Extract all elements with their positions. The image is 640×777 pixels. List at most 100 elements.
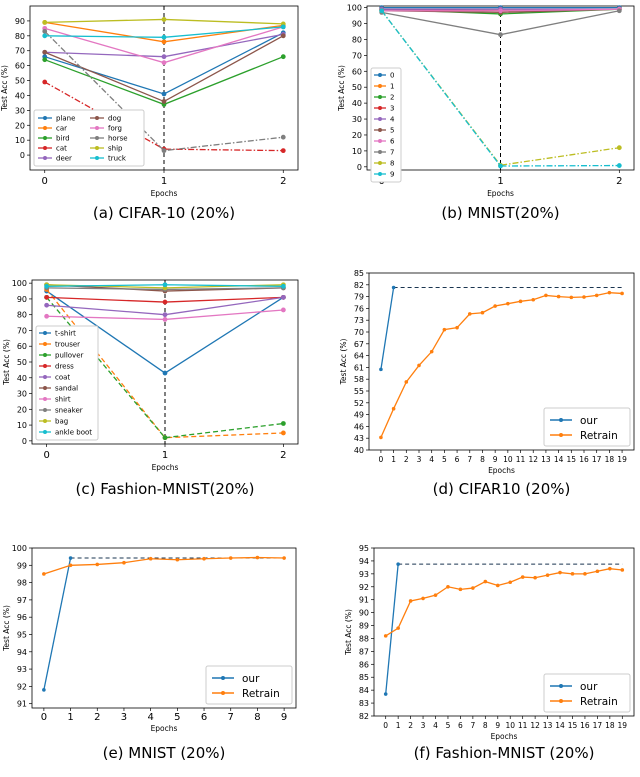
- legend-marker: [221, 691, 225, 695]
- data-point-Retrain: [417, 363, 421, 368]
- x-tick-label: 17: [592, 455, 602, 464]
- x-tick-label: 7: [228, 712, 234, 723]
- data-point-forg: [161, 60, 167, 66]
- x-tick-label: 19: [617, 455, 627, 464]
- figure-caption: (e) MNIST (20%): [103, 744, 226, 762]
- x-tick-label: 1: [391, 455, 396, 464]
- y-tick-label: 49: [354, 411, 364, 420]
- figure-caption: (f) Fashion-MNIST (20%): [414, 744, 595, 762]
- x-tick-label: 13: [543, 721, 553, 730]
- legend-marker: [95, 126, 99, 130]
- legend-marker: [43, 353, 47, 357]
- data-point-8: [616, 145, 622, 151]
- data-point-dog: [42, 49, 48, 55]
- data-point-Retrain: [442, 327, 447, 332]
- y-tick-label: 86: [359, 660, 369, 669]
- legend-marker: [43, 126, 47, 130]
- x-tick-label: 12: [530, 721, 540, 730]
- legend-label: cat: [56, 145, 67, 153]
- y-tick-label: 80: [15, 32, 25, 41]
- legend-label: horse: [108, 135, 128, 143]
- data-point-our: [379, 367, 383, 372]
- x-tick-label: 0: [383, 721, 388, 730]
- legend-label: dog: [108, 115, 121, 123]
- legend-marker: [43, 419, 47, 423]
- y-tick-label: 60: [15, 62, 25, 71]
- y-tick-label: 30: [15, 106, 25, 115]
- y-tick-label: 94: [17, 648, 27, 657]
- legend-label: coat: [55, 374, 70, 382]
- data-point-ankle-boot: [162, 282, 168, 288]
- y-tick-label: 50: [352, 83, 362, 92]
- data-point-our: [383, 692, 388, 696]
- y-tick-label: 90: [352, 20, 362, 29]
- legend-label: 2: [390, 94, 394, 102]
- y-tick-label: 82: [359, 712, 369, 721]
- y-axis-label: Test Acc (%): [337, 65, 346, 112]
- data-point-horse: [280, 134, 286, 140]
- series-line-Retrain: [385, 568, 623, 637]
- y-tick-label: 98: [17, 579, 27, 588]
- y-tick-label: 55: [354, 387, 364, 396]
- legend-label: shirt: [55, 396, 71, 404]
- legend-marker: [43, 156, 47, 160]
- figure-caption: (c) Fashion-MNIST(20%): [75, 480, 254, 498]
- x-tick-label: 0: [42, 176, 48, 187]
- x-tick-label: 2: [616, 176, 622, 187]
- x-tick-label: 2: [404, 455, 409, 464]
- data-point-Retrain: [95, 562, 100, 567]
- x-tick-label: 6: [455, 455, 460, 464]
- legend-marker: [95, 136, 99, 140]
- legend-label: 7: [390, 149, 394, 157]
- x-axis-label: Epochs: [488, 466, 515, 475]
- plot-frame: [368, 272, 635, 451]
- y-tick-label: 83: [359, 699, 369, 708]
- series-line-Retrain: [43, 556, 285, 575]
- x-tick-label: 15: [568, 721, 578, 730]
- x-tick-label: 2: [408, 721, 413, 730]
- legend-marker: [95, 116, 99, 120]
- x-tick-label: 14: [554, 455, 564, 464]
- x-tick-label: 9: [281, 712, 287, 723]
- data-point-horse: [42, 28, 48, 34]
- data-point-Retrain: [458, 587, 463, 592]
- data-point-Retrain: [608, 566, 612, 571]
- y-tick-label: 60: [17, 342, 27, 351]
- y-tick-label: 61: [354, 363, 364, 372]
- x-tick-label: 11: [516, 455, 526, 464]
- x-tick-label: 10: [505, 721, 515, 730]
- x-tick-label: 7: [470, 721, 475, 730]
- series-line-our: [385, 564, 399, 695]
- figure-caption: (b) MNIST(20%): [441, 204, 559, 222]
- legend-marker: [378, 95, 382, 99]
- x-axis-label: Epochs: [152, 463, 179, 472]
- x-tick-label: 4: [433, 721, 438, 730]
- x-tick-label: 16: [579, 455, 589, 464]
- legend-label: trouser: [55, 341, 80, 349]
- data-point-Retrain: [467, 312, 472, 316]
- data-point-Retrain: [582, 295, 586, 299]
- x-tick-label: 8: [254, 712, 260, 723]
- data-point-Retrain: [421, 596, 425, 601]
- panel-mnist-per-class: 0 10 20 30 40 50 60 70 80 90 100 0 1 2 Epochs Test Acc …: [337, 4, 635, 222]
- y-axis-label: Test Acc (%): [2, 605, 11, 652]
- legend-label: sandal: [55, 385, 78, 393]
- y-tick-label: 93: [359, 570, 369, 579]
- x-tick-label: 4: [429, 455, 434, 464]
- legend-label: ship: [108, 145, 123, 153]
- plot-frame: [31, 547, 297, 709]
- legend-label: plane: [56, 115, 75, 123]
- data-point-Retrain: [569, 295, 574, 300]
- data-point-truck: [280, 24, 286, 30]
- data-point-cat: [280, 148, 286, 154]
- data-point-Retrain: [533, 575, 537, 580]
- data-point-Retrain: [122, 560, 126, 565]
- x-tick-label: 2: [94, 712, 100, 723]
- legend-marker: [378, 161, 382, 165]
- y-tick-label: 84: [359, 686, 369, 695]
- y-tick-label: 73: [354, 316, 364, 325]
- data-point-Retrain: [531, 297, 536, 302]
- y-tick-label: 76: [354, 304, 364, 313]
